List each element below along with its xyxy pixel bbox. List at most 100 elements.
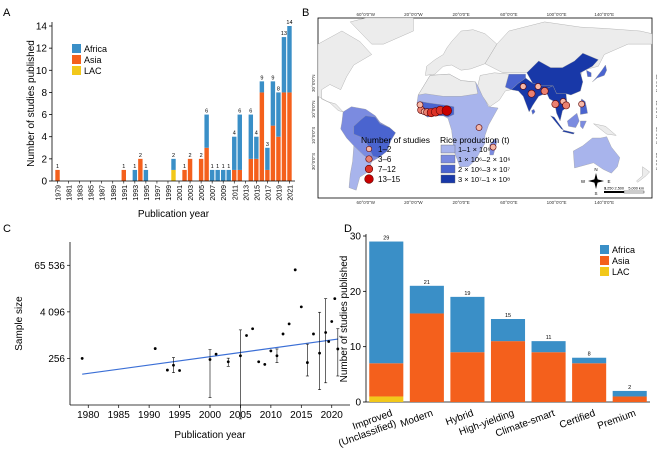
map-lon-label-bottom: 60°0'0"E	[500, 200, 517, 205]
study-point	[489, 143, 497, 151]
panel-a-x-tick-label: 2003	[188, 185, 195, 201]
bar-total-label: 15	[505, 313, 511, 319]
bar-total-label: 14	[286, 20, 292, 26]
bar-total-label: 29	[383, 236, 389, 242]
panel-a-x-tick-label: 1999	[166, 185, 173, 201]
bar-africa	[572, 357, 607, 364]
bar-total-label: 2	[200, 153, 203, 159]
panel-c-letter: C	[3, 223, 11, 235]
bar-africa	[612, 390, 647, 397]
study-point	[551, 100, 560, 108]
bar-total-label: 3	[266, 142, 269, 148]
panel-a-x-tick-label: 1995	[144, 185, 151, 201]
panel-c-y-axis-label: Sample size	[14, 296, 25, 351]
map-lat-label-right: 10°0'0"S	[655, 127, 657, 144]
bar-total-label: 21	[424, 280, 430, 286]
panel-a-x-tick-label: 2021	[287, 185, 294, 201]
map-indonesia-java	[562, 130, 575, 135]
bar-total-label: 9	[260, 75, 263, 81]
panel-d-y-tick-label: 10	[350, 342, 362, 353]
bar-asia	[450, 352, 485, 402]
data-point	[333, 297, 337, 301]
bar-africa-2011	[232, 136, 237, 170]
legend-rice-swatch	[440, 144, 456, 154]
panel-c-x-tick-label: 2000	[199, 410, 222, 421]
data-point	[251, 327, 255, 331]
bar-total-label: 2	[172, 153, 175, 159]
bar-asia	[490, 341, 526, 402]
data-point	[293, 268, 297, 272]
scale-label: 0	[604, 187, 606, 191]
category-label: Premium	[596, 408, 637, 432]
bar-total-label: 1	[56, 164, 59, 170]
data-point	[305, 361, 309, 364]
panel-a-x-tick-label: 1987	[100, 185, 107, 201]
bar-africa	[450, 296, 485, 353]
bar-total-label: 13	[281, 31, 287, 37]
panel-a-y-axis-label: Number of studies published	[26, 40, 37, 167]
legend-studies-symbol	[364, 164, 374, 174]
legend-studies-label: 3–6	[378, 155, 392, 164]
bar-africa-2007	[209, 169, 215, 181]
map-lon-label-bottom: 60°0'0"W	[356, 200, 375, 205]
bar-africa-1995	[143, 169, 149, 181]
legend-label-asia: Asia	[612, 256, 630, 266]
scale-bar-white	[623, 190, 645, 194]
panel-b-letter: B	[302, 7, 309, 19]
panel-a-letter: A	[3, 7, 11, 19]
bar-total-label: 1	[211, 164, 214, 170]
panel-a-x-tick-label: 1983	[78, 185, 85, 201]
data-point	[281, 332, 285, 336]
data-point	[214, 352, 218, 356]
map-korea	[586, 69, 592, 77]
legend-rice-label: 2 × 10⁶–3 × 10⁷	[458, 165, 510, 174]
bar-africa-2017	[265, 147, 270, 170]
map-lon-label-top: 20°0'0"W	[404, 12, 423, 17]
bar-africa	[531, 341, 566, 353]
panel-c-y-tick-label: 4 096	[40, 307, 65, 318]
legend-label-africa: Africa	[84, 44, 107, 54]
panel-a-x-tick-label: 1981	[67, 185, 74, 201]
data-point	[257, 360, 261, 364]
data-point	[165, 368, 169, 372]
bar-africa-2019	[276, 92, 281, 137]
panel-a-x-tick-label: 1997	[155, 185, 162, 201]
map-lon-label-top: 140°0'0"E	[594, 12, 614, 17]
map-middle-east	[477, 72, 512, 107]
bar-total-label: 1	[133, 164, 136, 170]
bar-asia-2016	[259, 92, 265, 181]
study-point	[416, 101, 424, 109]
data-point	[178, 369, 181, 372]
bar-africa-2015	[254, 136, 259, 159]
data-point	[226, 360, 230, 364]
panel-b: B 60°0'0"W 60°0'0"W 20°0'0"W 20°0'0"W 20°0'0…	[302, 7, 657, 205]
study-point	[519, 83, 527, 90]
legend-studies-label: 1–2	[378, 145, 392, 154]
panel-d-y-axis-label: Number of studies published	[339, 256, 350, 383]
legend-swatch-asia	[72, 55, 81, 64]
panel-c-x-tick-label: 1980	[77, 410, 100, 421]
study-point	[578, 100, 585, 108]
map-new-guinea	[593, 123, 617, 136]
map-japan	[592, 64, 607, 83]
map-lon-label-top: 60°0'0"E	[500, 12, 517, 17]
bar-asia-2019	[276, 136, 281, 181]
data-point	[327, 340, 331, 343]
scale-label: 1,250 2,500	[604, 187, 624, 191]
bar-total-label: 2	[139, 153, 142, 159]
bar-africa-2018	[270, 81, 276, 126]
study-point	[534, 83, 542, 90]
map-lat-label-left: 30°0'0"N	[311, 74, 316, 92]
map-lon-label-bottom: 140°0'0"E	[594, 200, 614, 205]
panel-a-y-tick-label: 0	[41, 177, 47, 188]
bar-asia-1994	[138, 158, 143, 181]
bar-asia-2011	[232, 169, 237, 181]
data-point	[80, 357, 84, 360]
map-lat-label-right: 30°0'0"S	[655, 153, 657, 170]
legend-rice-swatch	[440, 154, 456, 164]
panel-c-x-axis-label: Publication year	[174, 430, 246, 441]
bar-africa-2021	[287, 26, 292, 93]
legend-rice-swatch	[440, 174, 456, 184]
panel-c-x-tick-label: 1995	[168, 410, 191, 421]
